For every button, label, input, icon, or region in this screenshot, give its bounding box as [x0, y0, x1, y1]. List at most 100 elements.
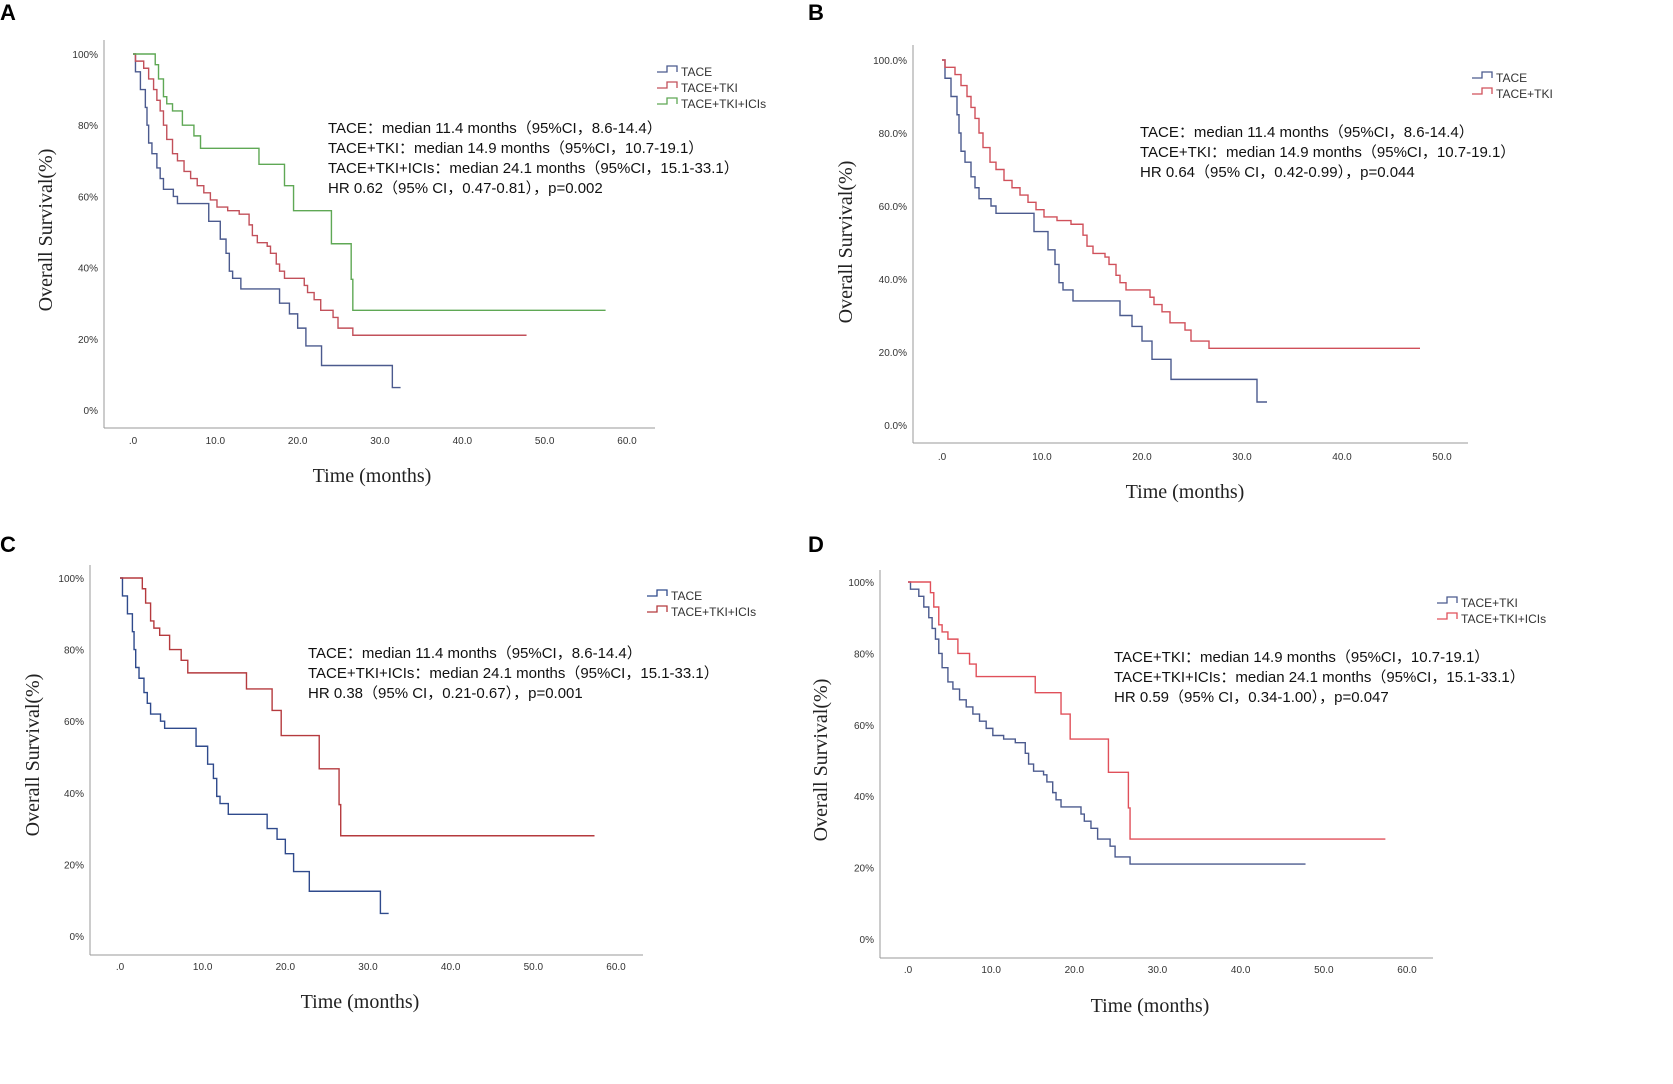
- y-tick-label: 80%: [64, 646, 84, 657]
- x-tick-label: 60.0: [617, 436, 637, 447]
- stats-annotation: TACE+TKI+ICIs：median 24.1 months（95%CI，1…: [308, 665, 719, 682]
- x-tick-label: 30.0: [1232, 452, 1252, 463]
- x-tick-label: 40.0: [1332, 452, 1352, 463]
- y-tick-label: 60%: [854, 721, 874, 732]
- km-curve-tace: [133, 53, 401, 389]
- legend-swatch: [657, 65, 678, 73]
- legend-swatch: [657, 97, 678, 105]
- y-tick-label: 20%: [64, 860, 84, 871]
- legend-swatch: [1437, 612, 1458, 620]
- x-tick-label: 10.0: [1032, 452, 1052, 463]
- y-tick-label: 20.0%: [879, 348, 907, 359]
- x-tick-label: 20.0: [276, 962, 296, 973]
- legend-swatch: [1472, 87, 1493, 95]
- stats-annotation: HR 0.59（95% CI，0.34-1.00），p=0.047: [1114, 689, 1389, 706]
- legend-label: TACE+TKI+ICIs: [1461, 612, 1546, 626]
- y-axis-label: Overall Survival(%): [810, 679, 832, 842]
- x-tick-label: 50.0: [1314, 965, 1334, 976]
- x-tick-label: 20.0: [1132, 452, 1152, 463]
- y-axis-label: Overall Survival(%): [35, 149, 57, 312]
- y-axis-label: Overall Survival(%): [835, 161, 857, 324]
- x-axis-label: Time (months): [1091, 995, 1210, 1017]
- legend-swatch: [647, 605, 668, 613]
- legend-swatch: [647, 589, 668, 597]
- stats-annotation: HR 0.38（95% CI，0.21-0.67），p=0.001: [308, 685, 583, 702]
- stats-annotation: TACE：median 11.4 months（95%CI，8.6-14.4）: [328, 120, 662, 137]
- x-tick-label: .0: [116, 962, 125, 973]
- legend-swatch: [657, 81, 678, 89]
- legend-label: TACE+TKI+ICIs: [681, 97, 766, 111]
- x-tick-label: 30.0: [1148, 965, 1168, 976]
- panel-letter: D: [808, 532, 824, 557]
- x-tick-label: 40.0: [441, 962, 461, 973]
- km-curve-tace-tki: [942, 59, 1420, 350]
- km-curve-tace-tki-icis: [908, 581, 1386, 840]
- x-tick-label: 20.0: [288, 436, 308, 447]
- x-tick-label: .0: [129, 436, 138, 447]
- y-tick-label: 60%: [78, 192, 98, 203]
- x-tick-label: 60.0: [606, 962, 626, 973]
- y-tick-label: 0%: [70, 932, 85, 943]
- y-tick-label: 80.0%: [879, 129, 907, 140]
- y-tick-label: 100%: [848, 578, 874, 589]
- x-tick-label: 50.0: [535, 436, 555, 447]
- y-tick-label: 100%: [72, 50, 98, 61]
- y-tick-label: 0%: [84, 406, 99, 417]
- x-tick-label: 20.0: [1065, 965, 1085, 976]
- y-tick-label: 100%: [58, 574, 84, 585]
- panel-c: C .0 10.0 20.0 30.0 40.0 50.0 60.0 0% 20% 40% 60% 80…: [0, 532, 756, 1013]
- y-tick-label: 60.0%: [879, 202, 907, 213]
- legend-label: TACE: [671, 589, 702, 603]
- y-tick-label: 100.0%: [873, 56, 907, 67]
- x-tick-label: 10.0: [981, 965, 1001, 976]
- panel-d: D .0 10.0 20.0 30.0 40.0 50.0 60.0 0% 20% 40% 60% 80…: [808, 532, 1546, 1017]
- legend-label: TACE+TKI+ICIs: [671, 605, 756, 619]
- y-tick-label: 40%: [854, 792, 874, 803]
- y-tick-label: 20%: [854, 864, 874, 875]
- legend-swatch: [1437, 596, 1458, 604]
- y-tick-label: 80%: [78, 121, 98, 132]
- stats-annotation: TACE：median 11.4 months（95%CI，8.6-14.4）: [1140, 124, 1474, 141]
- legend-label: TACE: [681, 65, 712, 79]
- y-tick-label: 40%: [64, 789, 84, 800]
- y-tick-label: 40.0%: [879, 275, 907, 286]
- panel-letter: A: [0, 0, 16, 25]
- x-tick-label: .0: [904, 965, 913, 976]
- legend-label: TACE: [1496, 71, 1527, 85]
- panel-b: B .0 10.0 20.0 30.0 40.0 50.0 0.0% 20.0% 40.0% 60.…: [808, 0, 1553, 503]
- stats-annotation: HR 0.64（95% CI，0.42-0.99），p=0.044: [1140, 164, 1415, 181]
- x-tick-label: 50.0: [524, 962, 544, 973]
- x-tick-label: 10.0: [206, 436, 226, 447]
- stats-annotation: TACE+TKI：median 14.9 months（95%CI，10.7-1…: [1140, 144, 1515, 161]
- stats-annotation: TACE+TKI：median 14.9 months（95%CI，10.7-1…: [1114, 649, 1489, 666]
- x-tick-label: .0: [938, 452, 947, 463]
- x-tick-label: 60.0: [1397, 965, 1417, 976]
- x-tick-label: 30.0: [358, 962, 378, 973]
- x-tick-label: 30.0: [370, 436, 390, 447]
- stats-annotation: TACE：median 11.4 months（95%CI，8.6-14.4）: [308, 645, 642, 662]
- stats-annotation: TACE+TKI+ICIs：median 24.1 months（95%CI，1…: [328, 160, 739, 177]
- y-tick-label: 0%: [860, 935, 875, 946]
- panel-letter: B: [808, 0, 824, 25]
- x-tick-label: 40.0: [1231, 965, 1251, 976]
- x-axis-label: Time (months): [313, 465, 432, 487]
- y-axis-label: Overall Survival(%): [22, 674, 44, 837]
- km-curve-tace-tki-icis: [120, 577, 595, 837]
- stats-annotation: HR 0.62（95% CI，0.47-0.81），p=0.002: [328, 180, 603, 197]
- legend-label: TACE+TKI: [1496, 87, 1553, 101]
- km-curve-tace-tki-icis: [133, 53, 606, 312]
- legend-label: TACE+TKI: [1461, 596, 1518, 610]
- x-axis-label: Time (months): [1126, 481, 1245, 503]
- x-tick-label: 50.0: [1432, 452, 1452, 463]
- y-tick-label: 60%: [64, 717, 84, 728]
- legend-label: TACE+TKI: [681, 81, 738, 95]
- stats-annotation: TACE+TKI：median 14.9 months（95%CI，10.7-1…: [328, 140, 703, 157]
- km-curve-tace-tki: [908, 581, 1306, 865]
- y-tick-label: 20%: [78, 335, 98, 346]
- km-curve-tace: [120, 577, 389, 915]
- x-tick-label: 10.0: [193, 962, 213, 973]
- panel-a: A .0 10.0 20.0 30.0 40.0 50.0 60.0 0% 20% 40% 60% 80…: [0, 0, 766, 487]
- y-tick-label: 40%: [78, 264, 98, 275]
- panel-letter: C: [0, 532, 16, 557]
